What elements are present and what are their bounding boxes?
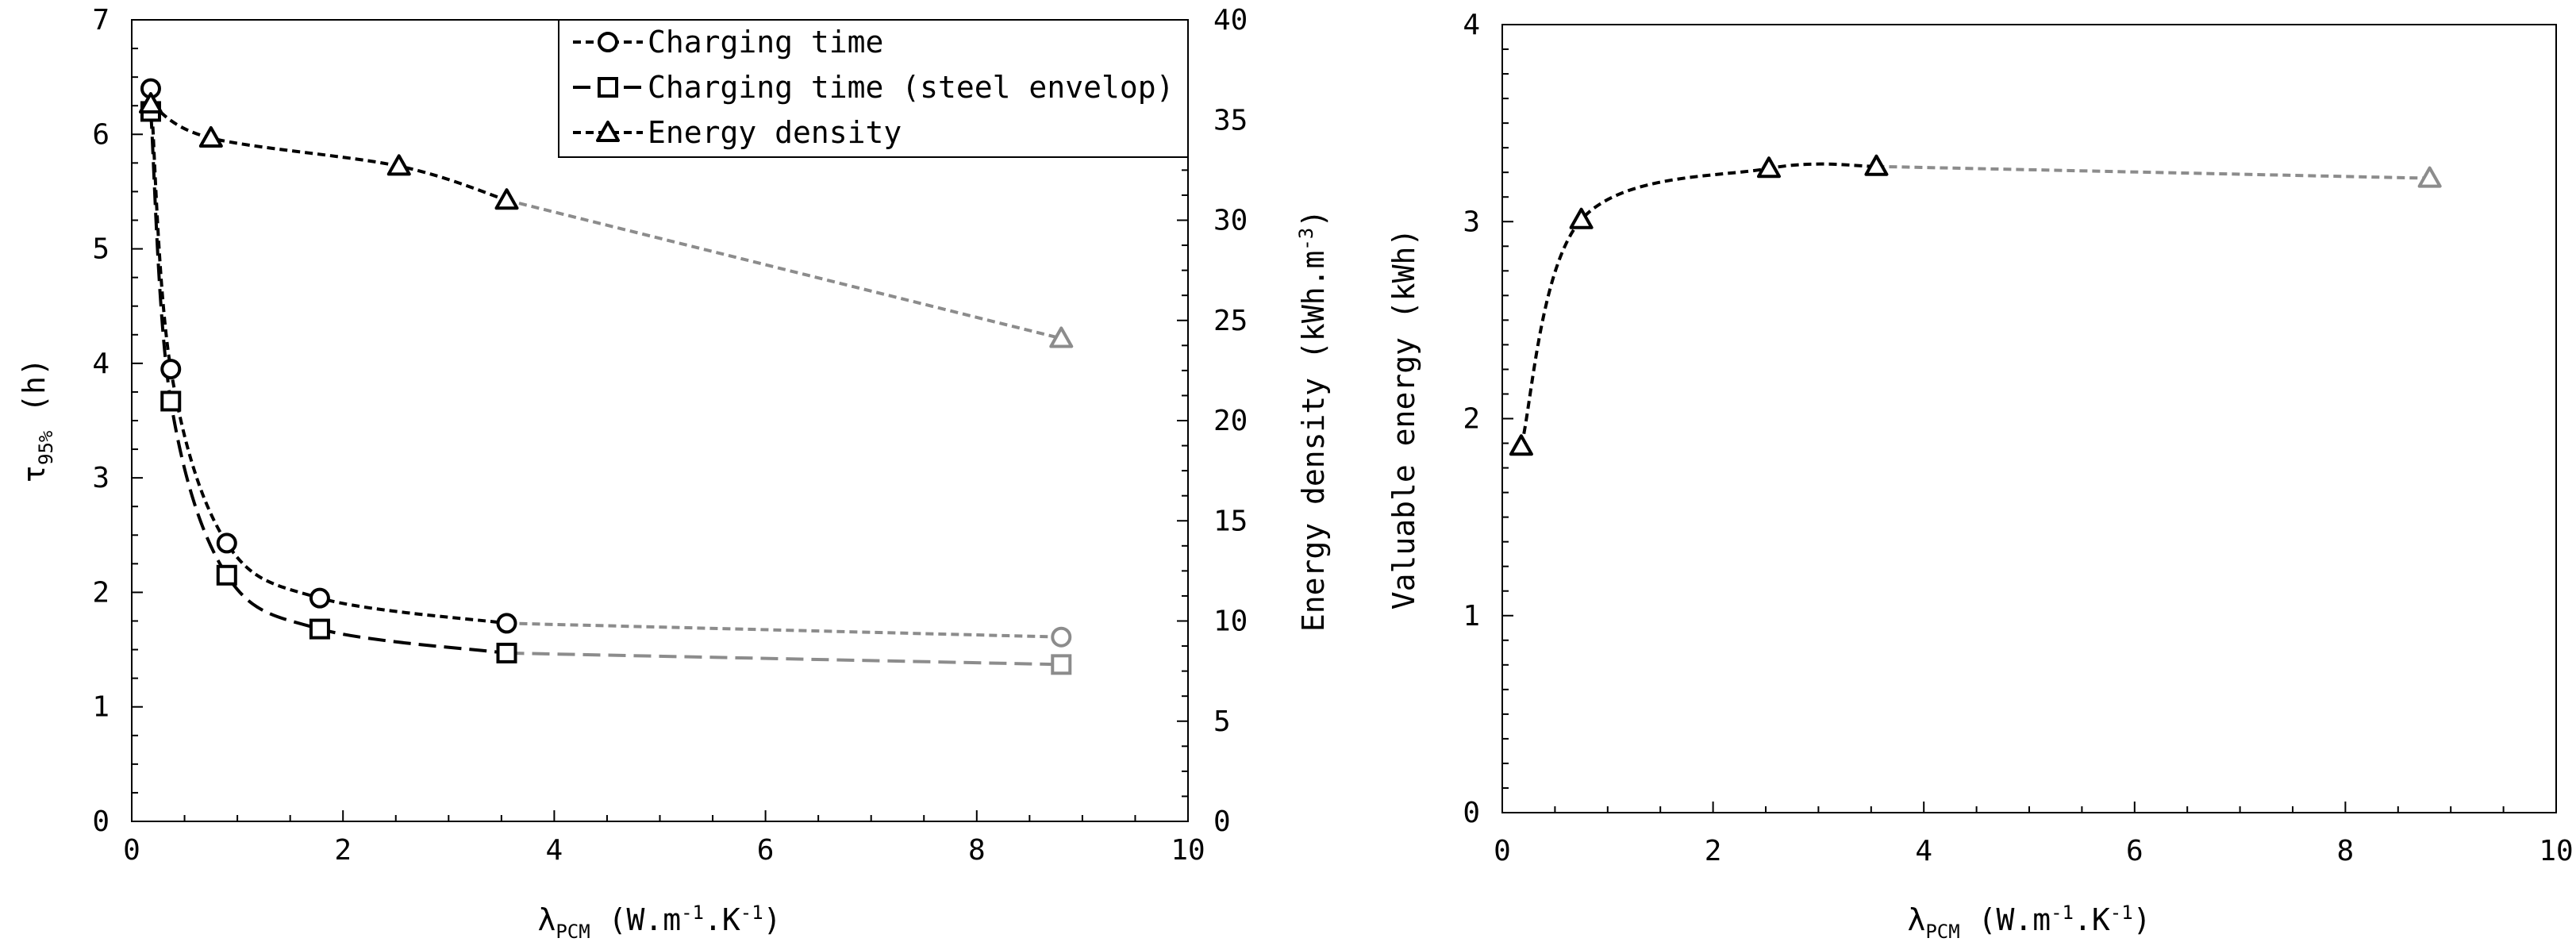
legend-circle-marker — [598, 32, 618, 52]
y-tick-label: 2 — [1463, 403, 1480, 436]
right-y-axis-title: Energy density (kWh.m-3) — [1295, 210, 1331, 632]
legend-label-energy-density: Energy density — [648, 115, 902, 150]
legend-item-energy-density: Energy density — [573, 115, 902, 150]
valuable-energy-line — [1519, 162, 1877, 447]
energy-density-point — [138, 92, 163, 114]
x-tick-label: 8 — [2337, 835, 2355, 867]
y2-tick-label: 5 — [1213, 706, 1231, 738]
left-series-markers — [138, 78, 1074, 675]
energy-density-point — [386, 154, 411, 176]
charging-time-point — [309, 587, 330, 609]
legend-label-charging-time-steel: Charging time (steel envelop) — [648, 70, 1174, 105]
charging-time-extrapolated-point — [1051, 626, 1072, 648]
y-tick-label: 1 — [1463, 600, 1480, 632]
valuable-energy-extrapolated-point — [2417, 166, 2442, 188]
energy-density-point — [494, 188, 519, 210]
charging-time-extrapolation-line — [506, 621, 1062, 639]
charging-time-steel-point — [160, 390, 182, 412]
x-tick-label: 10 — [2539, 835, 2573, 867]
y2-tick-label: 35 — [1213, 104, 1248, 136]
right-series-markers — [1509, 154, 2442, 456]
valuable-energy-point — [1756, 156, 1781, 179]
valuable-energy-point — [1569, 207, 1594, 229]
x-tick-label: 6 — [2126, 835, 2143, 867]
charging-time-steel-extrapolated-point — [1051, 654, 1072, 675]
charging-time-line — [149, 88, 507, 625]
x-tick-label: 6 — [757, 834, 775, 867]
y-tick-label: 6 — [92, 118, 110, 151]
y-tick-label: 3 — [92, 462, 110, 494]
x-tick-label: 4 — [1915, 835, 1932, 867]
x-tick-label: 2 — [334, 834, 352, 867]
y2-tick-label: 20 — [1213, 405, 1248, 437]
right-chart: 0 2 4 6 8 10 0 1 2 3 4 λPCM (W.m-1.K-1) Valuable e… — [1386, 9, 2574, 942]
left-y-axis-title: τ95% (h) — [17, 358, 57, 483]
right-x-axis-title: λPCM (W.m-1.K-1) — [1907, 902, 2151, 942]
right-ticks: 0 2 4 6 8 10 0 1 2 3 4 — [1463, 9, 2573, 867]
y2-tick-label: 25 — [1213, 305, 1248, 337]
legend-item-charging-time: Charging time — [573, 25, 883, 60]
y-tick-label: 0 — [92, 806, 110, 838]
y-tick-label: 0 — [1463, 797, 1480, 829]
x-tick-label: 0 — [123, 834, 140, 867]
x-tick-label: 0 — [1494, 835, 1511, 867]
y-tick-label: 5 — [92, 233, 110, 266]
charging-time-steel-point — [216, 564, 237, 586]
right-series-lines — [1519, 162, 2430, 447]
y-tick-label: 1 — [92, 691, 110, 724]
valuable-energy-axis-title: Valuable energy (kWh) — [1386, 229, 1421, 609]
y-tick-label: 2 — [92, 576, 110, 609]
legend: Charging time Charging time (steel envel… — [558, 19, 1189, 158]
y-tick-label: 4 — [1463, 9, 1480, 41]
right-plot-frame — [1501, 24, 2557, 813]
charging-time-steel-extrapolation-line — [506, 651, 1062, 667]
charging-time-steel-point — [309, 618, 330, 640]
y2-tick-label: 40 — [1213, 4, 1248, 37]
legend-triangle-marker — [596, 121, 620, 142]
x-tick-label: 4 — [546, 834, 563, 867]
legend-square-marker — [598, 77, 618, 98]
valuable-energy-point — [1864, 154, 1889, 176]
legend-box — [558, 19, 1189, 158]
charging-time-point — [160, 359, 182, 380]
y-tick-label: 7 — [92, 4, 110, 37]
y-tick-label: 4 — [92, 348, 110, 380]
energy-density-extrapolation-line — [506, 198, 1062, 340]
charging-time-point — [496, 613, 517, 634]
y2-tick-label: 10 — [1213, 606, 1248, 638]
x-tick-label: 8 — [968, 834, 986, 867]
energy-density-point — [198, 125, 223, 148]
y-tick-label: 3 — [1463, 206, 1480, 238]
y2-tick-label: 0 — [1213, 806, 1231, 838]
y2-tick-label: 30 — [1213, 205, 1248, 237]
y2-tick-label: 15 — [1213, 505, 1248, 537]
charging-time-point — [216, 533, 237, 554]
legend-label-charging-time: Charging time — [648, 25, 883, 60]
valuable-energy-extrapolation-line — [1876, 164, 2430, 180]
legend-item-charging-time-steel: Charging time (steel envelop) — [573, 70, 1174, 105]
valuable-energy-point — [1509, 434, 1533, 456]
energy-density-line — [149, 102, 508, 202]
charging-time-steel-line — [149, 111, 507, 655]
energy-density-extrapolated-point — [1049, 326, 1074, 348]
x-tick-label: 2 — [1705, 835, 1722, 867]
left-x-axis-title: λPCM (W.m-1.K-1) — [537, 902, 781, 942]
charging-time-steel-point — [496, 642, 517, 663]
left-series-lines — [149, 88, 1062, 667]
x-tick-label: 10 — [1171, 834, 1205, 867]
